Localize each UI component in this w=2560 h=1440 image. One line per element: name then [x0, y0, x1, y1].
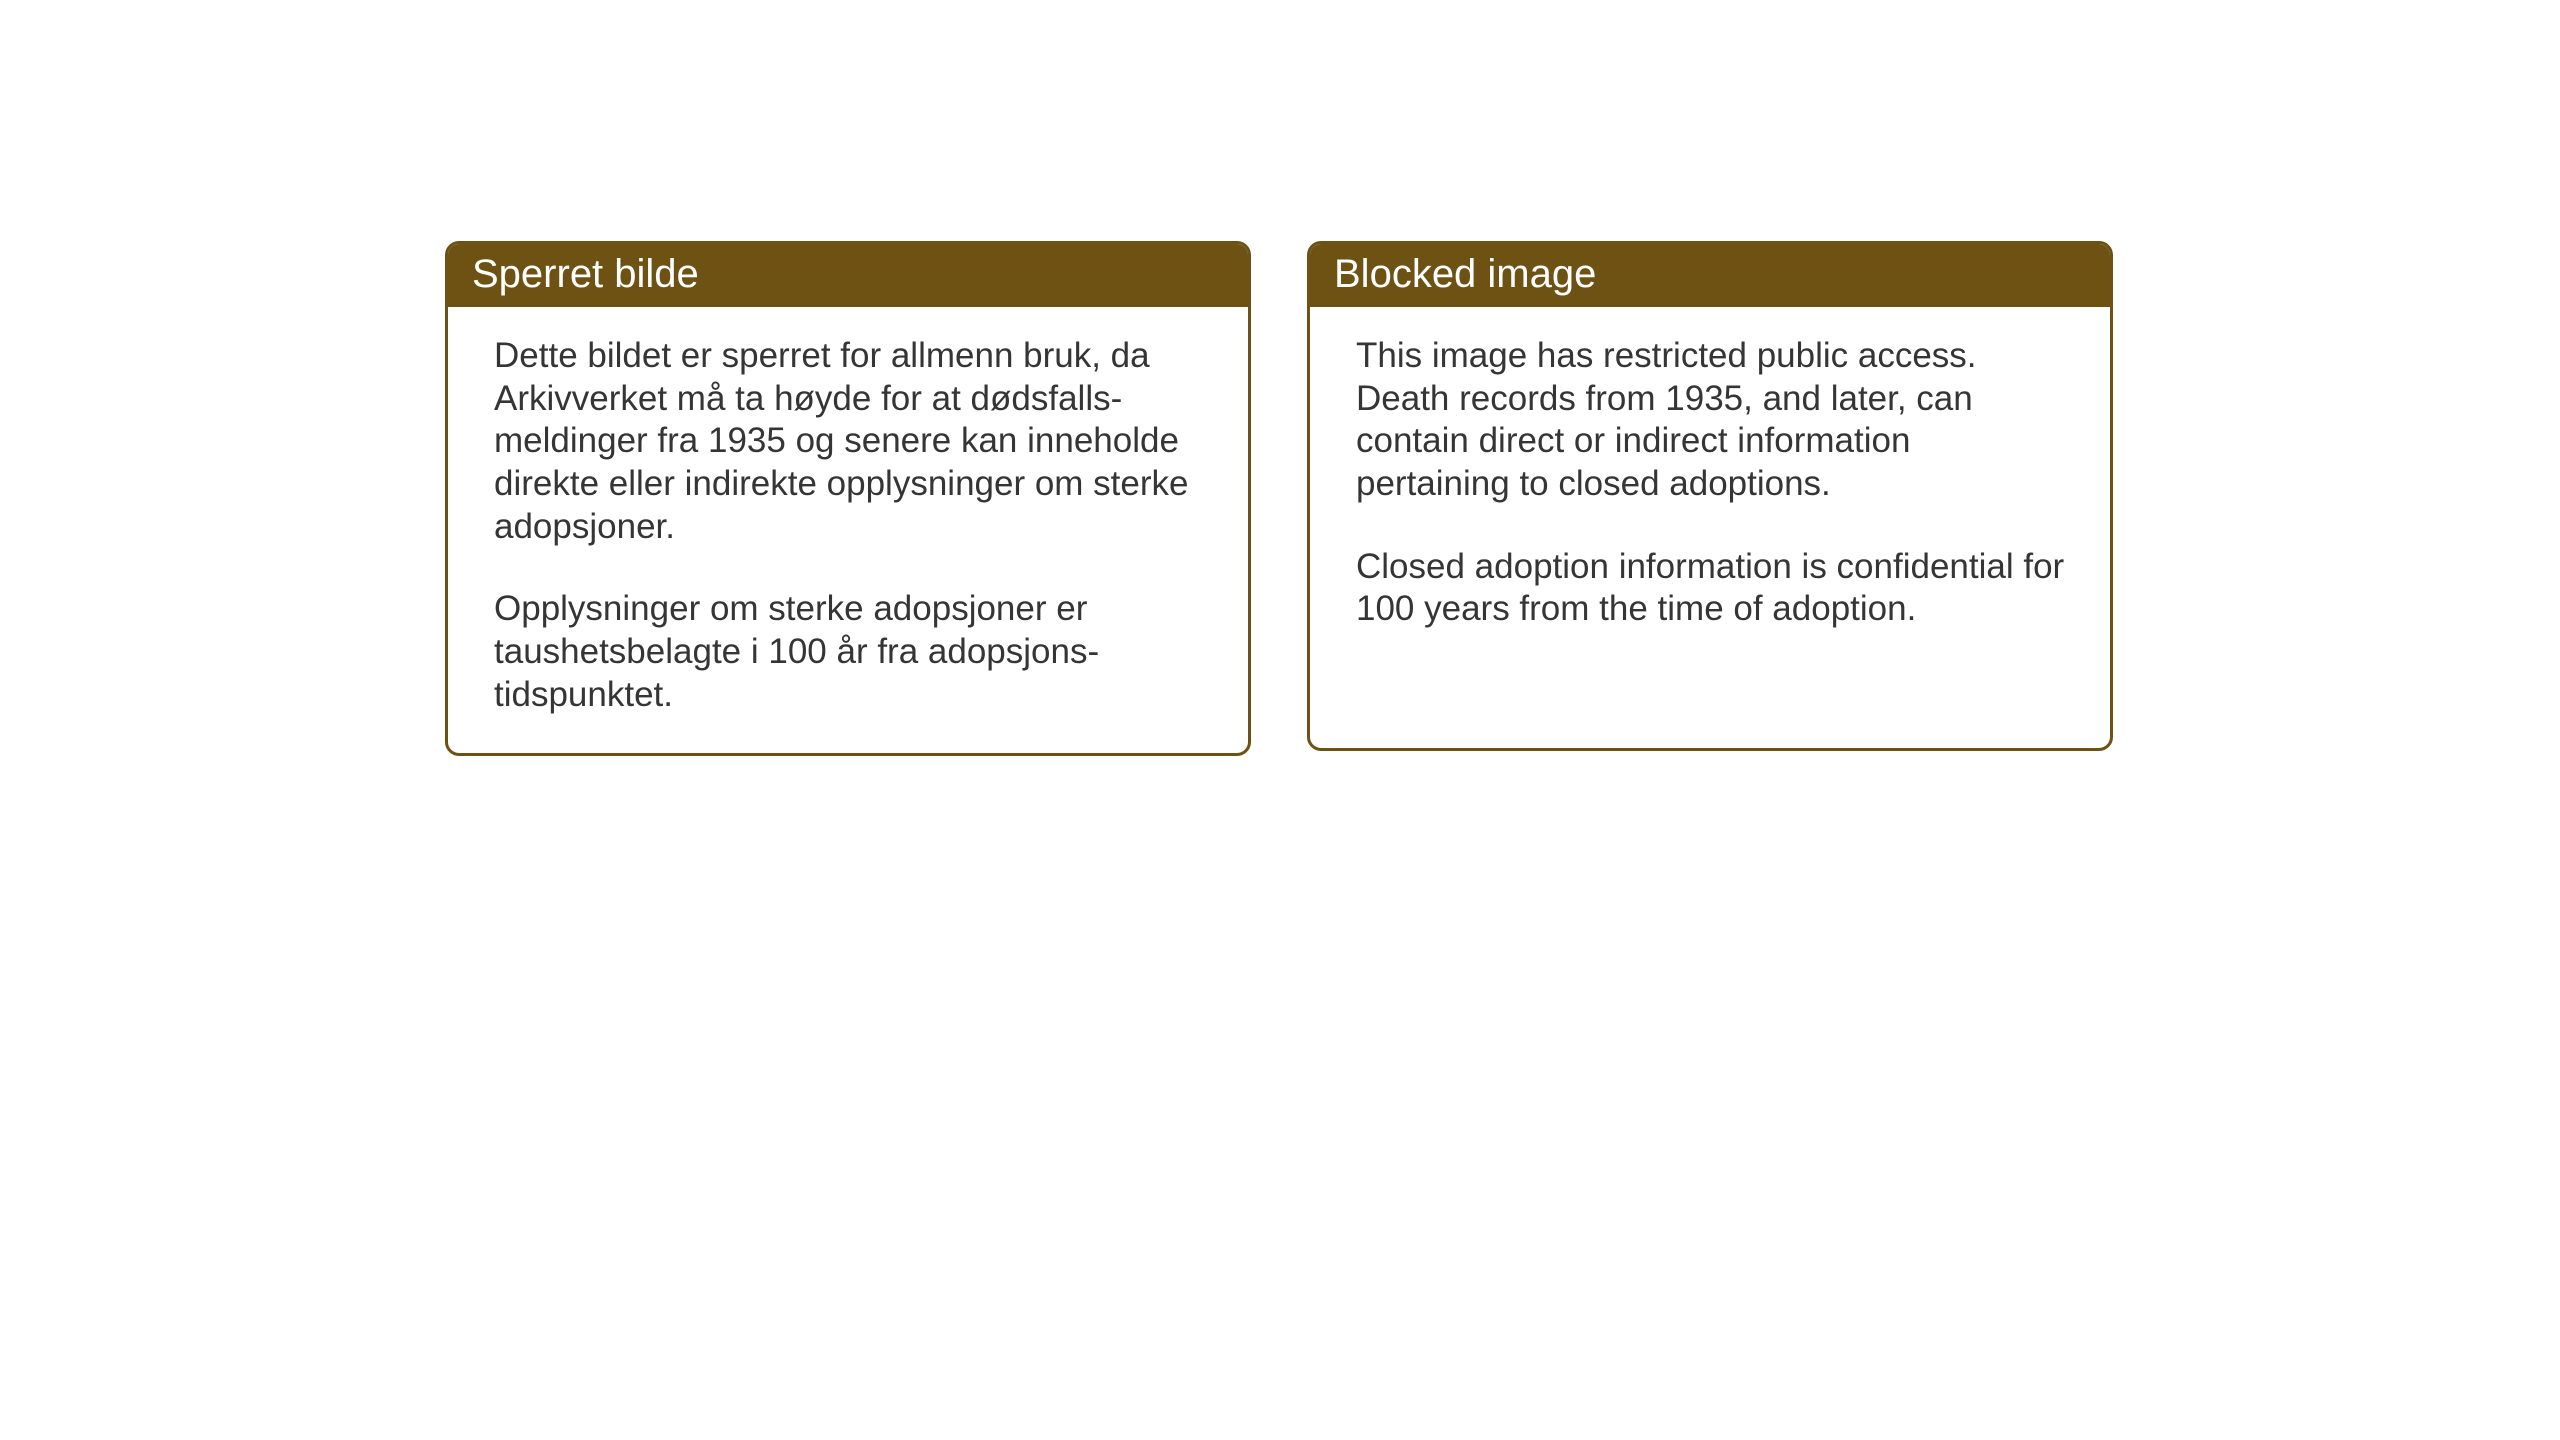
notice-paragraph: Opplysninger om sterke adopsjoner er tau… — [494, 588, 1206, 716]
notice-card-english: Blocked image This image has restricted … — [1307, 241, 2113, 751]
notice-card-norwegian: Sperret bilde Dette bildet er sperret fo… — [445, 241, 1251, 756]
card-title-english: Blocked image — [1310, 244, 2110, 307]
notice-paragraph: Dette bildet er sperret for allmenn bruk… — [494, 335, 1206, 548]
card-title-norwegian: Sperret bilde — [448, 244, 1248, 307]
card-body-english: This image has restricted public access.… — [1310, 307, 2110, 667]
notice-container: Sperret bilde Dette bildet er sperret fo… — [0, 0, 2560, 756]
notice-paragraph: This image has restricted public access.… — [1356, 335, 2068, 506]
notice-paragraph: Closed adoption information is confident… — [1356, 546, 2068, 631]
card-body-norwegian: Dette bildet er sperret for allmenn bruk… — [448, 307, 1248, 753]
